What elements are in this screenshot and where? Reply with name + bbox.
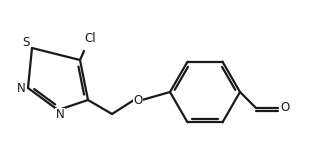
- Text: N: N: [56, 108, 64, 121]
- Text: S: S: [22, 36, 30, 48]
- Text: O: O: [280, 101, 289, 114]
- Text: N: N: [17, 81, 25, 95]
- Text: O: O: [133, 93, 143, 107]
- Text: Cl: Cl: [84, 32, 96, 44]
